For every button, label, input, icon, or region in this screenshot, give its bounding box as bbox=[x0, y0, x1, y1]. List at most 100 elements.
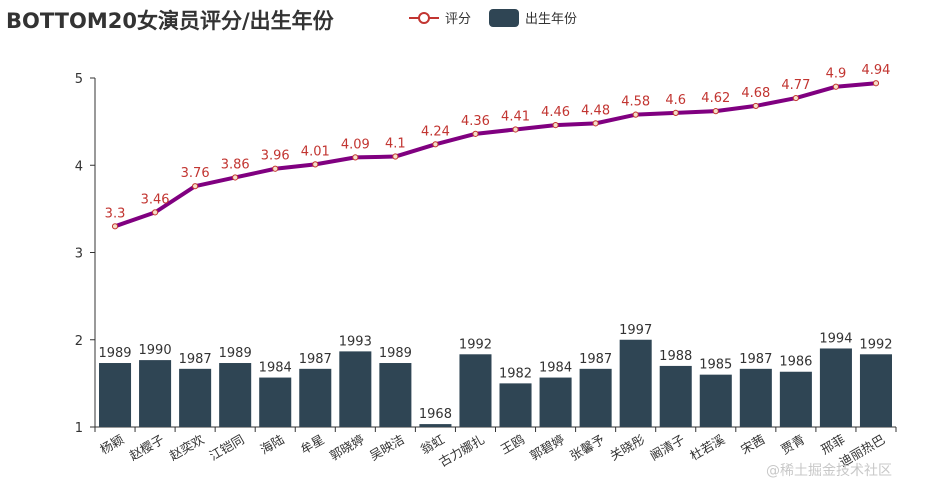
rating-value-label: 4.01 bbox=[301, 144, 330, 159]
bar[interactable] bbox=[739, 368, 772, 427]
bar[interactable] bbox=[259, 377, 292, 427]
bar[interactable] bbox=[219, 363, 252, 427]
rating-point[interactable] bbox=[392, 153, 399, 160]
rating-point[interactable] bbox=[352, 154, 359, 161]
rating-point[interactable] bbox=[151, 209, 159, 216]
rating-point[interactable] bbox=[472, 130, 479, 137]
bar[interactable] bbox=[139, 360, 172, 427]
bar[interactable] bbox=[459, 354, 492, 427]
watermark: @稀土掘金技术社区 bbox=[766, 463, 892, 479]
legend-item-birth-year[interactable]: 出生年份 bbox=[489, 9, 577, 27]
rating-point[interactable] bbox=[792, 94, 799, 102]
bar[interactable] bbox=[499, 383, 532, 427]
rating-value-label: 4.6 bbox=[665, 93, 686, 108]
bar[interactable] bbox=[859, 354, 892, 427]
line-labels: 3.3 3.46 3.76 3.86 3.96 4.01 4.09 4.1 4.24 4.36 4.… bbox=[105, 63, 891, 221]
bar-value-label: 1985 bbox=[699, 358, 732, 373]
x-tick-label: 赵樱子 bbox=[127, 432, 167, 464]
y-tick-label: 4 bbox=[75, 159, 83, 174]
bar-value-label: 1988 bbox=[659, 349, 692, 364]
bar[interactable] bbox=[819, 348, 852, 427]
x-tick-label: 关晓彤 bbox=[607, 431, 647, 463]
bar-value-label: 1989 bbox=[98, 346, 131, 361]
rating-point[interactable] bbox=[232, 174, 239, 181]
bar-value-label: 1989 bbox=[379, 346, 412, 361]
rating-value-label: 4.46 bbox=[541, 105, 570, 120]
bar-series bbox=[99, 339, 892, 427]
legend-bar-swatch bbox=[489, 9, 519, 27]
rating-point[interactable] bbox=[272, 165, 279, 172]
bar-value-label: 1989 bbox=[219, 346, 252, 361]
rating-point[interactable] bbox=[432, 141, 439, 148]
bar-value-label: 1984 bbox=[259, 361, 292, 376]
rating-value-label: 4.58 bbox=[621, 95, 650, 110]
x-tick-label: 吴映洁 bbox=[367, 432, 407, 464]
bar[interactable] bbox=[539, 377, 572, 427]
y-tick-label: 2 bbox=[75, 334, 83, 349]
bar[interactable] bbox=[299, 368, 332, 427]
rating-point[interactable] bbox=[111, 223, 119, 230]
rating-value-label: 3.46 bbox=[141, 192, 170, 207]
bar-value-label: 1968 bbox=[419, 407, 452, 422]
bar-value-label: 1992 bbox=[459, 337, 492, 352]
rating-value-label: 4.09 bbox=[341, 137, 370, 152]
rating-value-label: 4.1 bbox=[385, 137, 406, 152]
x-tick-label: 郭碧婷 bbox=[527, 432, 567, 464]
rating-point[interactable] bbox=[712, 108, 719, 115]
bar-value-label: 1987 bbox=[579, 352, 612, 367]
bar-value-label: 1992 bbox=[859, 337, 892, 352]
legend-item-rating[interactable]: 评分 bbox=[409, 12, 471, 27]
bar[interactable] bbox=[579, 368, 612, 427]
rating-value-label: 4.41 bbox=[501, 109, 530, 124]
rating-line bbox=[114, 81, 877, 229]
rating-point[interactable] bbox=[552, 122, 559, 129]
rating-value-label: 4.94 bbox=[861, 63, 890, 78]
rating-point[interactable] bbox=[752, 102, 759, 110]
x-tick-label: 牟星 bbox=[298, 432, 327, 457]
line-series bbox=[111, 80, 880, 230]
y-axis: 1 2 3 4 5 bbox=[75, 72, 96, 436]
legend-label-rating: 评分 bbox=[445, 12, 471, 27]
rating-point[interactable] bbox=[632, 111, 639, 118]
x-tick-label: 张馨予 bbox=[567, 432, 607, 464]
bar-value-label: 1993 bbox=[339, 334, 372, 349]
bar-value-label: 1997 bbox=[619, 323, 652, 338]
rating-value-label: 4.36 bbox=[461, 114, 490, 129]
bar-value-label: 1986 bbox=[779, 355, 812, 370]
rating-point[interactable] bbox=[672, 109, 679, 117]
rating-value-label: 4.77 bbox=[781, 78, 810, 93]
rating-value-label: 4.24 bbox=[421, 124, 450, 139]
x-tick-label: 赵奕欢 bbox=[167, 431, 207, 463]
rating-point[interactable] bbox=[592, 120, 599, 127]
rating-point[interactable] bbox=[192, 183, 199, 190]
x-tick-label: 王鸥 bbox=[498, 432, 527, 457]
bar-value-label: 1987 bbox=[299, 352, 332, 367]
bar[interactable] bbox=[659, 365, 692, 427]
legend[interactable]: 评分 出生年份 bbox=[409, 9, 577, 27]
rating-value-label: 4.9 bbox=[826, 67, 847, 82]
bar[interactable] bbox=[339, 351, 372, 427]
rating-point[interactable] bbox=[512, 126, 519, 133]
bar-value-label: 1984 bbox=[539, 361, 572, 376]
legend-line-marker bbox=[418, 12, 430, 24]
legend-label-birth-year: 出生年份 bbox=[525, 12, 577, 27]
bar[interactable] bbox=[619, 339, 652, 427]
bar[interactable] bbox=[179, 368, 212, 427]
bar[interactable] bbox=[779, 371, 812, 427]
bar-value-label: 1982 bbox=[499, 366, 532, 381]
bar[interactable] bbox=[419, 424, 452, 427]
bar[interactable] bbox=[99, 363, 132, 427]
rating-value-label: 3.96 bbox=[261, 149, 290, 164]
rating-value-label: 4.68 bbox=[741, 86, 770, 101]
rating-value-label: 4.62 bbox=[701, 91, 730, 106]
rating-value-label: 3.76 bbox=[181, 166, 210, 181]
bar[interactable] bbox=[379, 363, 412, 427]
y-tick-label: 3 bbox=[75, 247, 83, 262]
x-tick-label: 海陆 bbox=[258, 432, 287, 457]
rating-point[interactable] bbox=[872, 80, 880, 87]
bar-value-label: 1994 bbox=[819, 331, 852, 346]
bar[interactable] bbox=[699, 374, 732, 427]
rating-point[interactable] bbox=[312, 161, 319, 168]
rating-point[interactable] bbox=[832, 83, 840, 90]
